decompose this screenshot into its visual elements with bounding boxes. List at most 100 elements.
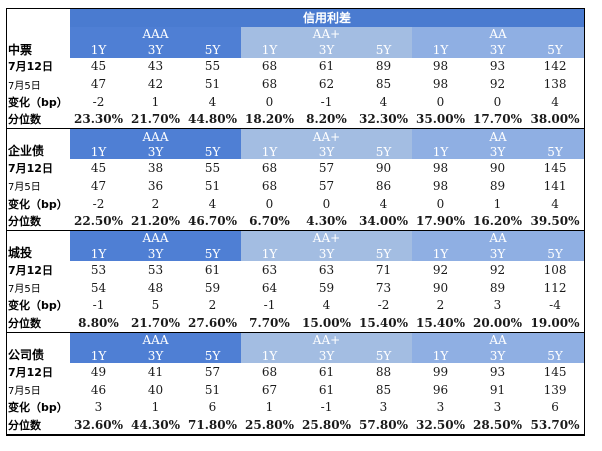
cell-value: -2	[92, 196, 105, 211]
cell-value: 57	[204, 365, 221, 380]
cell-value: 68	[261, 161, 278, 176]
cell-value: 17.90%	[412, 212, 469, 232]
data-row: 分位数 23.30% 21.70% 44.80% 18.20% 8.20% 32.30% 35…	[6, 110, 585, 130]
cell-value: 1	[493, 196, 502, 211]
cell-value: 3	[94, 400, 103, 415]
row-label: 7月12日	[8, 264, 53, 278]
cell-value: 54	[90, 280, 107, 295]
cell-value: 0	[493, 94, 502, 109]
cell-value: 8.20%	[298, 110, 355, 130]
cell-value: 86	[375, 178, 392, 193]
cell-value: 73	[375, 280, 392, 295]
tenor-header: 1Y	[241, 42, 298, 58]
cell-value: 99	[432, 365, 449, 380]
cell-value: 6	[551, 400, 559, 415]
cell-value: 2	[208, 298, 217, 313]
tenor-header: 1Y	[412, 42, 469, 58]
cell-value: 64	[261, 280, 278, 295]
tenor-header: 1Y	[412, 245, 469, 262]
cell-value: 1	[151, 400, 160, 415]
cell-value: 40	[147, 382, 164, 397]
cell-value: 55	[204, 59, 221, 74]
tenor-header: 1Y	[70, 347, 127, 364]
cell-value: 39.50%	[526, 212, 585, 232]
cell-value: 27.60%	[184, 314, 241, 333]
cell-value: 57	[318, 178, 335, 193]
section-name: 企业债	[8, 144, 45, 159]
cell-value: 71.80%	[184, 416, 241, 436]
cell-value: 0	[265, 94, 274, 109]
tenor-header: 5Y	[526, 245, 585, 262]
tenor-header: 5Y	[526, 42, 585, 58]
tenor-header: 3Y	[469, 347, 526, 364]
cell-value: 3	[493, 400, 502, 415]
cell-value: 68	[261, 365, 278, 380]
rating-group-header: AA+	[241, 230, 412, 246]
cell-value: 53	[147, 263, 164, 278]
cell-value: 112	[543, 280, 567, 295]
cell-value: 45	[90, 59, 107, 74]
cell-value: 93	[489, 365, 506, 380]
cell-value: 4	[379, 196, 388, 211]
cell-value: 68	[261, 178, 278, 193]
cell-value: 0	[322, 196, 331, 211]
tenor-header: 1Y	[70, 42, 127, 58]
cell-value: 96	[432, 382, 449, 397]
data-row: 7月5日 47 36 51 68 57 86 98 89 141	[6, 177, 584, 195]
cell-value: 23.30%	[70, 110, 127, 130]
row-label: 7月12日	[8, 60, 53, 74]
cell-value: 91	[489, 382, 506, 397]
cell-value: 1	[151, 94, 160, 109]
cell-value: 6	[208, 400, 217, 415]
cell-value: 4	[208, 196, 217, 211]
cell-value: 90	[489, 161, 506, 176]
credit-spread-table: 信用利差 中票 AAA AA+ AA 1Y 3Y 5Y 1Y 3Y 5Y 1Y 3Y 5Y 7月12日 45 4…	[6, 8, 585, 436]
cell-value: 71	[375, 263, 392, 278]
cell-value: 4	[322, 298, 331, 313]
data-row: 分位数 22.50% 21.20% 46.70% 6.70% 4.30% 34.00% 17.…	[6, 212, 585, 232]
group-header-row: 企业债 AAA AA+ AA	[6, 128, 585, 158]
tenor-header: 1Y	[412, 347, 469, 364]
section-name: 城投	[8, 246, 33, 261]
row-label: 7月5日	[8, 80, 41, 92]
cell-value: 141	[543, 178, 567, 193]
cell-value: 0	[436, 196, 445, 211]
cell-value: 46	[90, 382, 107, 397]
cell-value: 38	[147, 161, 164, 176]
data-row: 变化（bp） -2 2 4 0 0 4 0 1 4	[6, 195, 584, 213]
rating-group-header: AAA	[70, 128, 241, 145]
cell-value: 53.70%	[526, 416, 585, 436]
row-label: 分位数	[6, 416, 70, 436]
tenor-header: 5Y	[355, 144, 412, 160]
cell-value: -1	[92, 298, 105, 313]
cell-value: 6.70%	[241, 212, 298, 232]
cell-value: 18.20%	[241, 110, 298, 130]
row-label: 分位数	[6, 110, 70, 130]
cell-value: 15.40%	[355, 314, 412, 333]
data-row: 7月12日 49 41 57 68 61 88 99 93 145	[6, 363, 584, 381]
cell-value: 142	[543, 59, 567, 74]
cell-value: 4	[208, 94, 217, 109]
tenor-header: 5Y	[355, 42, 412, 58]
row-label: 7月12日	[8, 366, 53, 380]
cell-value: 138	[543, 77, 567, 92]
cell-value: 4.30%	[298, 212, 355, 232]
row-label: 变化（bp）	[8, 299, 68, 313]
cell-value: 17.70%	[469, 110, 526, 130]
cell-value: 61	[318, 365, 335, 380]
tenor-header-row: 1Y 3Y 5Y 1Y 3Y 5Y 1Y 3Y 5Y	[6, 42, 585, 58]
cell-value: 0	[265, 196, 274, 211]
tenor-header: 1Y	[241, 144, 298, 160]
cell-value: 19.00%	[526, 314, 585, 333]
cell-value: 1	[265, 400, 274, 415]
tenor-header: 3Y	[298, 42, 355, 58]
cell-value: 139	[543, 382, 567, 397]
cell-value: 25.80%	[241, 416, 298, 436]
cell-value: 7.70%	[241, 314, 298, 333]
row-label: 7月5日	[8, 182, 41, 194]
cell-value: 90	[432, 280, 449, 295]
corner-blank	[6, 8, 70, 27]
tenor-header-row: 1Y 3Y 5Y 1Y 3Y 5Y 1Y 3Y 5Y	[6, 144, 585, 160]
cell-value: 93	[489, 59, 506, 74]
cell-value: 28.50%	[469, 416, 526, 436]
